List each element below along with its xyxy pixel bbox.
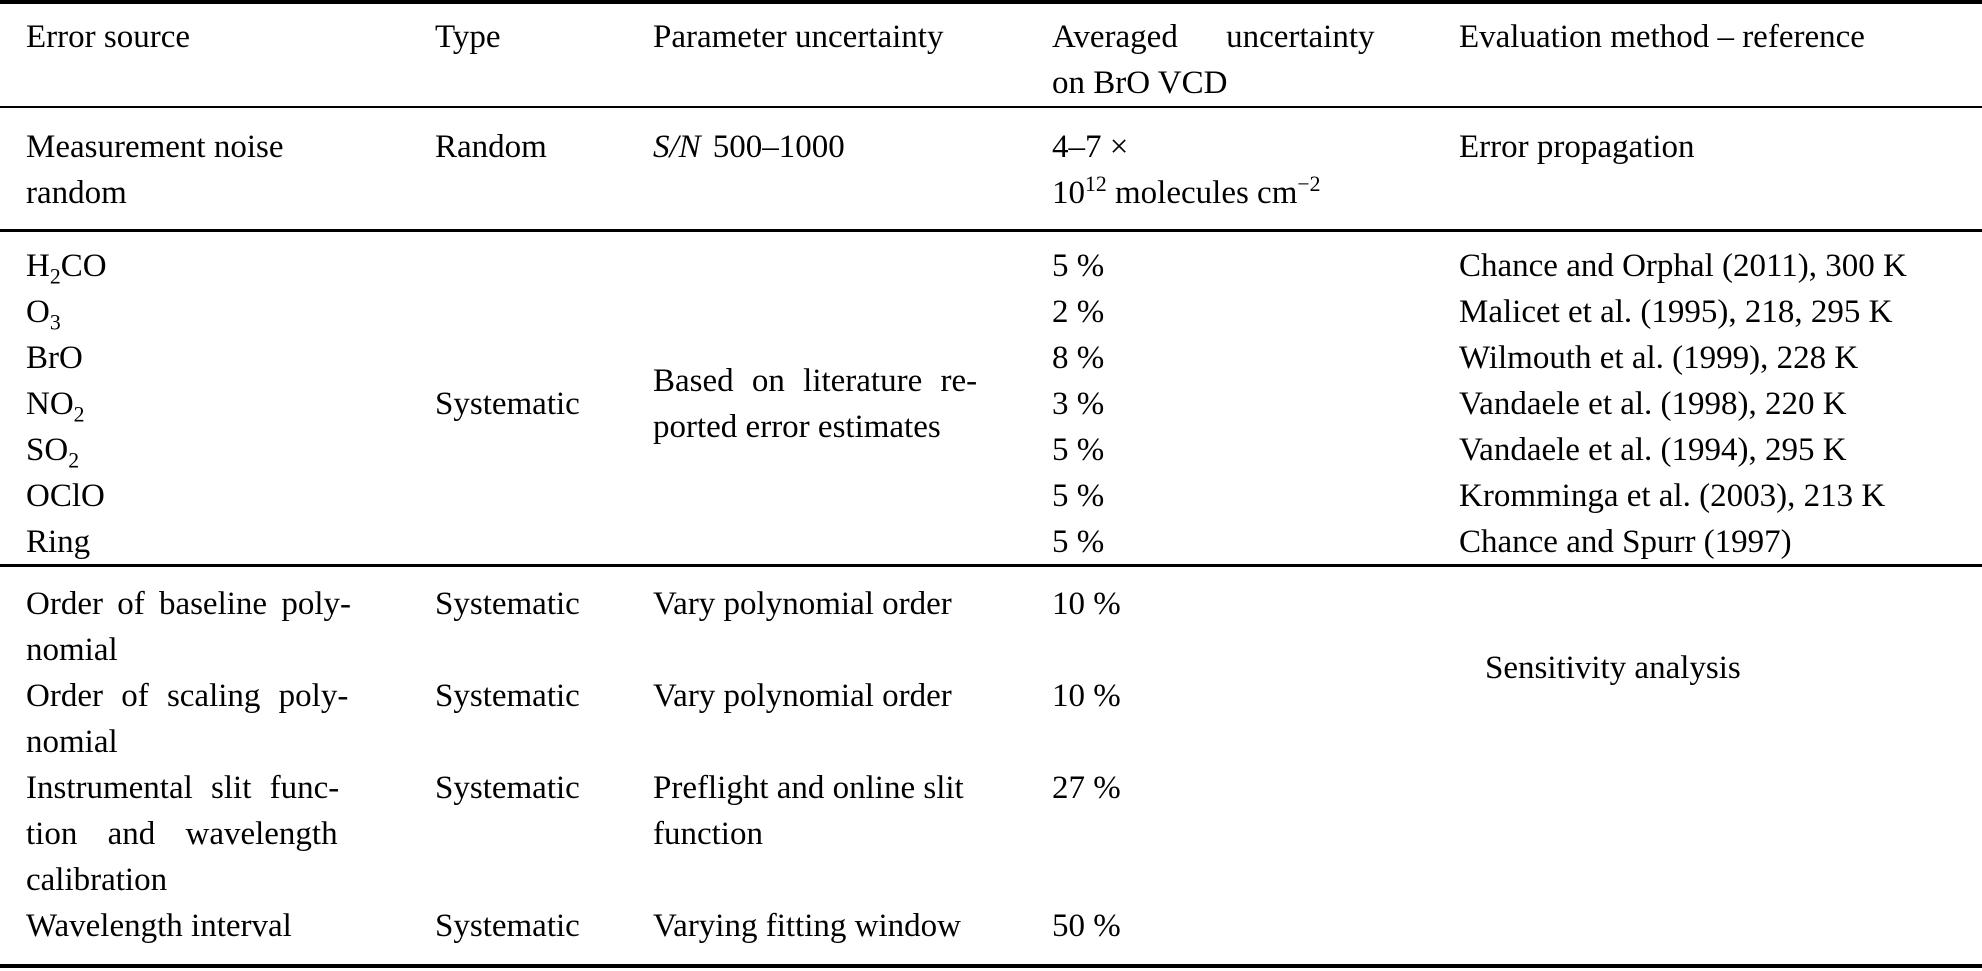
row-type-cell: Systematic — [435, 908, 580, 944]
row-uncertainty-cell: 50 % — [1052, 908, 1121, 944]
power-base: 10 — [1052, 175, 1085, 211]
uncertainty-value: 3 % — [1052, 386, 1105, 422]
table-header-row: Error source Type Parameter uncertainty … — [0, 4, 1982, 108]
header-evaluation-method: Evaluation method – reference — [1459, 19, 1865, 55]
row-parameter-cell: Vary polynomial order — [653, 678, 952, 714]
header-averaged-uncertainty-line1: Averaged uncertainty — [1052, 19, 1375, 55]
table-row-scaling-polynomial: Order of scaling poly- nomial Systematic… — [0, 673, 1982, 765]
reference-entry: Kromminga et al. (2003), 213 K — [1459, 478, 1886, 514]
row-source-cell: Wavelength interval — [26, 908, 292, 944]
sensitivity-analysis-label: Sensitivity analysis — [1485, 650, 1741, 686]
uncertainty-value: 5 % — [1052, 248, 1105, 284]
row-type-cell: Systematic — [435, 770, 580, 806]
row-type-cell: Systematic — [435, 586, 580, 622]
row-parameter-cell: Preflight and online slit function — [653, 770, 964, 852]
uncertainty-value: 5 % — [1052, 478, 1105, 514]
cross-sections-parameter-cell: Based on literature re- ported error est… — [653, 358, 1052, 450]
header-parameter-uncertainty: Parameter uncertainty — [653, 19, 944, 55]
row-source-cell: Order of baseline poly- nomial — [26, 586, 351, 668]
row-type-cell: Systematic — [435, 678, 580, 714]
species-list: H2CO O3 BrO NO2 SO2 OClO Ring — [26, 243, 435, 565]
species-formula: NO2 — [26, 386, 85, 427]
species-uncertainty-list: 5 % 2 % 8 % 3 % 5 % 5 % 5 % — [1052, 243, 1459, 565]
fit-settings-section: Order of baseline poly- nomial Systemati… — [0, 567, 1982, 964]
signal-to-noise-symbol: S/N — [653, 129, 701, 165]
row-uncertainty-cell: 10 % — [1052, 678, 1121, 714]
noise-source-cell: Measurement noise random — [26, 124, 435, 216]
noise-uncertainty-line1: 4–7 × — [1052, 129, 1129, 165]
signal-to-noise-range: 500–1000 — [712, 129, 845, 165]
reference-entry: Wilmouth et al. (1999), 228 K — [1459, 340, 1859, 376]
uncertainty-value: 5 % — [1052, 432, 1105, 468]
row-source-cell: Order of scaling poly- nomial — [26, 678, 349, 760]
row-parameter-cell: Varying fitting window — [653, 908, 961, 944]
noise-uncertainty-line2: 1012 molecules cm−2 — [1052, 170, 1459, 216]
noise-source-line2: random — [26, 175, 127, 211]
noise-type-cell: Random — [435, 129, 547, 165]
row-uncertainty-cell: 10 % — [1052, 586, 1121, 622]
reference-entry: Vandaele et al. (1998), 220 K — [1459, 386, 1847, 422]
species-formula: H2CO — [26, 248, 107, 289]
header-averaged-uncertainty-line2: on BrO VCD — [1052, 65, 1228, 101]
cross-sections-type-cell: Systematic — [435, 386, 580, 422]
uncertainty-value: 5 % — [1052, 524, 1105, 560]
reference-entry: Chance and Spurr (1997) — [1459, 524, 1792, 560]
table-row-wavelength-interval: Wavelength interval Systematic Varying f… — [0, 903, 1982, 949]
cross-sections-section: H2CO O3 BrO NO2 SO2 OClO Ring Systematic… — [0, 232, 1982, 567]
power-exponent: 12 — [1085, 172, 1107, 196]
unit-text: molecules cm — [1115, 175, 1298, 211]
species-formula: SO2 — [26, 432, 80, 473]
uncertainty-value: 2 % — [1052, 294, 1105, 330]
noise-source-line1: Measurement noise — [26, 129, 284, 165]
row-uncertainty-cell: 27 % — [1052, 770, 1121, 806]
reference-entry: Malicet et al. (1995), 218, 295 K — [1459, 294, 1893, 330]
noise-parameter-cell: S/N 500–1000 — [653, 124, 1052, 170]
header-error-source: Error source — [26, 19, 191, 55]
reference-entry: Vandaele et al. (1994), 295 K — [1459, 432, 1847, 468]
reference-entry: Chance and Orphal (2011), 300 K — [1459, 248, 1907, 284]
measurement-noise-row: Measurement noise random Random S/N 500–1… — [0, 108, 1982, 232]
unit-exponent: −2 — [1297, 172, 1321, 196]
cross-sections-parameter-line2: ported error estimates — [653, 409, 941, 445]
noise-method-cell: Error propagation — [1459, 129, 1695, 165]
table-row-slit-function: Instrumental slit func- tion and wavelen… — [0, 765, 1982, 903]
row-source-cell: Instrumental slit func- tion and wavelen… — [26, 770, 340, 898]
species-formula: BrO — [26, 340, 83, 376]
species-reference-list: Chance and Orphal (2011), 300 K Malicet … — [1459, 243, 1956, 565]
species-formula: Ring — [26, 524, 91, 560]
row-parameter-cell: Vary polynomial order — [653, 586, 952, 622]
table-row-baseline-polynomial: Order of baseline poly- nomial Systemati… — [0, 581, 1982, 673]
species-formula: O3 — [26, 294, 61, 335]
noise-uncertainty-cell: 4–7 × 1012 molecules cm−2 — [1052, 124, 1459, 216]
cross-sections-parameter-line1: Based on literature re- — [653, 363, 978, 399]
header-type: Type — [435, 19, 501, 55]
uncertainty-value: 8 % — [1052, 340, 1105, 376]
header-averaged-uncertainty: Averaged uncertainty on BrO VCD — [1052, 14, 1459, 106]
species-formula: OClO — [26, 478, 105, 514]
